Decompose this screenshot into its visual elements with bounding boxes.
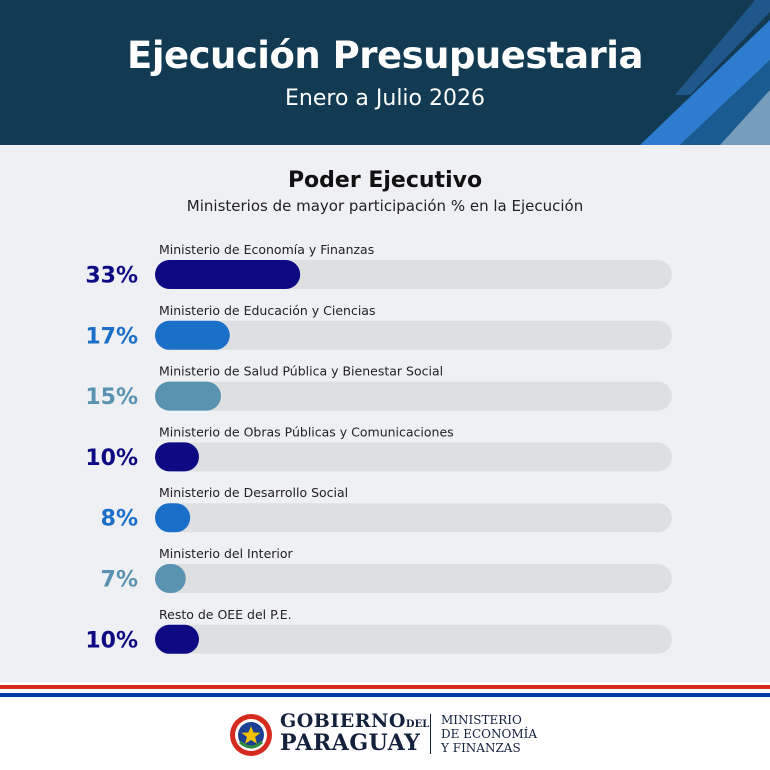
bar <box>155 320 230 350</box>
gobierno-logo: GOBIERNODEL PARAGUAY <box>280 710 430 756</box>
section-title: Poder Ejecutivo <box>287 168 483 193</box>
logo-line2: PARAGUAY <box>280 730 421 756</box>
value-label: 7% <box>101 568 138 593</box>
header-banner: Ejecución Presupuestaria Enero a Julio 2… <box>0 0 770 145</box>
value-label: 17% <box>85 324 138 349</box>
bar <box>155 503 191 533</box>
bar-track <box>155 564 672 593</box>
section-subtitle: Ministerios de mayor participación % en … <box>186 197 584 215</box>
ministry-logo: MINISTERIO DE ECONOMÍA Y FINANZAS <box>441 713 537 755</box>
bar <box>155 442 199 472</box>
paraguay-seal-icon <box>230 714 272 756</box>
category-label: Resto de OEE del P.E. <box>159 607 292 622</box>
category-label: Ministerio de Educación y Ciencias <box>159 303 375 318</box>
value-label: 15% <box>85 385 138 410</box>
category-label: Ministerio de Obras Públicas y Comunicac… <box>159 424 454 439</box>
flag-stripe-red <box>0 685 770 689</box>
bar <box>155 381 221 411</box>
category-label: Ministerio de Desarrollo Social <box>159 485 348 500</box>
category-label: Ministerio de Economía y Finanzas <box>159 242 374 257</box>
bar-track <box>155 442 672 472</box>
category-label: Ministerio de Salud Pública y Bienestar … <box>159 364 443 379</box>
value-label: 10% <box>85 628 138 653</box>
ministry-line: MINISTERIO <box>441 713 522 727</box>
diagonal-stripes-decoration <box>640 0 770 145</box>
bar <box>155 624 199 654</box>
logo-line1: GOBIERNO <box>280 710 406 732</box>
value-label: 10% <box>85 446 138 471</box>
logo-line1-small: DEL <box>405 719 430 730</box>
bar-track <box>155 624 672 654</box>
ministry-line: DE ECONOMÍA <box>441 727 538 741</box>
bar <box>155 260 301 289</box>
bar-track <box>155 320 672 350</box>
category-label: Ministerio del Interior <box>159 546 294 561</box>
bar <box>155 564 186 593</box>
footer <box>0 700 770 770</box>
flag-stripe-blue <box>0 693 770 697</box>
page-subtitle: Enero a Julio 2026 <box>285 86 485 111</box>
bar-chart: Ministerio de Economía y Finanzas 33% Mini… <box>85 242 672 654</box>
ministry-line: Y FINANZAS <box>441 741 521 755</box>
value-label: 33% <box>85 264 138 289</box>
page-title: Ejecución Presupuestaria <box>127 34 643 77</box>
flag-stripe-white <box>0 689 770 693</box>
value-label: 8% <box>101 507 138 532</box>
bar-track <box>155 503 672 533</box>
logo-divider <box>430 714 431 754</box>
bar-track <box>155 381 672 411</box>
